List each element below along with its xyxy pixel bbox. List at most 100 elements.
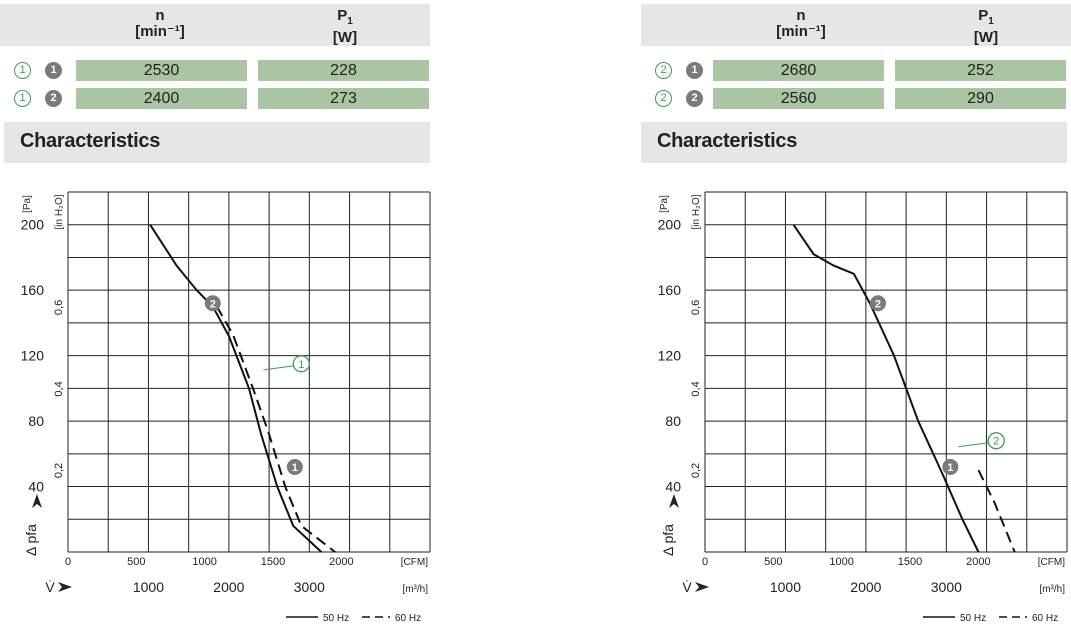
speed-power-header: n [min⁻¹] P1 [W] — [0, 4, 430, 46]
curve-outline-marker: 2 — [655, 62, 672, 79]
power-unit: [W] — [973, 29, 999, 46]
power-label: P1 — [926, 8, 1046, 30]
y-tick-label: 120 — [658, 348, 682, 364]
speed-unit: [min⁻¹] — [776, 23, 826, 40]
operating-point-marker — [204, 295, 221, 312]
speed-value: 2530 — [76, 60, 247, 81]
x-alt-tick-label: 1000 — [829, 556, 853, 568]
power-column-header: P1 [W] — [285, 8, 405, 46]
characteristics-section-bar: Characteristics — [641, 122, 1067, 163]
y-axis-arrow — [669, 494, 679, 508]
characteristic-curve-chart: 40 80 120 160 200 0,2 0,4 0,6 [Pa] [in H₂O] Δ pfa 0… — [21, 191, 431, 624]
speed-value: 2400 — [76, 88, 247, 109]
speed-column-header: n [min⁻¹] — [95, 8, 225, 40]
x-alt-tick-label: 500 — [127, 556, 145, 568]
y-tick-label: 40 — [28, 479, 44, 495]
x-unit-label: [m³/h] — [402, 584, 428, 595]
x-tick-label: 3000 — [931, 579, 962, 595]
curve-outline-marker — [987, 432, 1005, 450]
curve-outline-label: 1 — [298, 359, 304, 371]
x-alt-tick-label: 0 — [65, 556, 71, 568]
annotation-leader-line — [958, 442, 989, 448]
y-tick-label: 80 — [665, 413, 681, 429]
x-tick-label: 1000 — [133, 579, 164, 595]
x-alt-tick-label: 2000 — [329, 556, 353, 568]
y-tick-label: 80 — [28, 413, 44, 429]
x-tick-label: 3000 — [294, 579, 325, 595]
y-tick-label: 200 — [658, 217, 682, 233]
power-value: 228 — [258, 60, 429, 81]
series-line — [215, 306, 336, 553]
panel-left: n [min⁻¹] P1 [W] 1 1 2530 228 1 2 2400 2… — [0, 0, 431, 632]
curve-outline-marker — [292, 355, 310, 373]
operating-point-marker: 1 — [686, 62, 703, 79]
power-symbol: P — [337, 7, 348, 24]
x-axis-arrow — [695, 582, 709, 592]
speed-label: n — [155, 7, 165, 24]
operating-point-label: 2 — [875, 298, 881, 310]
row-label: 2 2 — [651, 89, 711, 109]
operating-point-marker: 2 — [686, 90, 703, 107]
row-label: 2 1 — [651, 61, 711, 81]
x-axis-label: V̇ — [45, 579, 55, 595]
power-value: 273 — [258, 88, 429, 109]
x-alt-tick-label: 1500 — [898, 556, 922, 568]
speed-power-header: n [min⁻¹] P1 [W] — [641, 4, 1071, 46]
x-alt-tick-label: 1500 — [261, 556, 285, 568]
speed-label: n — [796, 7, 806, 24]
y-alt-tick-label: 0,2 — [690, 463, 702, 478]
operating-point-marker — [869, 295, 886, 312]
speed-value: 2680 — [713, 60, 884, 81]
y-alt-unit-label: [in H₂O] — [54, 194, 65, 229]
power-unit: [W] — [332, 29, 358, 46]
operating-point-label: 1 — [292, 462, 298, 474]
y-alt-tick-label: 0,2 — [53, 463, 65, 478]
power-subscript: 1 — [347, 16, 353, 27]
y-tick-label: 40 — [665, 479, 681, 495]
power-label: P1 — [285, 8, 405, 30]
speed-column-header: n [min⁻¹] — [736, 8, 866, 40]
operating-point-marker — [942, 458, 959, 475]
grid — [67, 191, 431, 553]
series-line — [977, 469, 1016, 553]
operating-point-label: 2 — [210, 298, 216, 310]
panel-right: n [min⁻¹] P1 [W] 2 1 2680 252 2 2 2560 2… — [637, 0, 1071, 632]
row-label: 1 1 — [10, 61, 70, 81]
characteristics-section-bar: Characteristics — [4, 122, 430, 163]
y-alt-tick-label: 0,4 — [53, 381, 65, 396]
series-line — [792, 224, 980, 553]
row-label: 1 2 — [10, 89, 70, 109]
x-alt-unit-label: [CFM] — [1038, 557, 1065, 568]
y-alt-tick-label: 0,6 — [53, 300, 65, 315]
power-value: 290 — [895, 88, 1066, 109]
speed-unit: [min⁻¹] — [135, 23, 185, 40]
power-subscript: 1 — [988, 16, 994, 27]
x-alt-tick-label: 2000 — [966, 556, 990, 568]
x-unit-label: [m³/h] — [1039, 584, 1065, 595]
section-title: Characteristics — [657, 130, 798, 152]
power-value: 252 — [895, 60, 1066, 81]
operating-point-marker: 2 — [45, 90, 62, 107]
section-title: Characteristics — [20, 130, 161, 152]
operating-point-marker — [286, 458, 303, 475]
y-axis-label: Δ pfa — [660, 524, 676, 556]
curve-outline-marker: 1 — [14, 62, 31, 79]
legend-label: 50 Hz — [323, 613, 349, 624]
operating-point-label: 1 — [947, 462, 953, 474]
power-column-header: P1 [W] — [926, 8, 1046, 46]
speed-value: 2560 — [713, 88, 884, 109]
y-tick-label: 120 — [21, 348, 45, 364]
curve-outline-marker: 2 — [655, 90, 672, 107]
grid — [704, 191, 1068, 553]
legend-label: 60 Hz — [1032, 613, 1058, 624]
x-axis-arrow — [58, 582, 72, 592]
x-alt-tick-label: 0 — [702, 556, 708, 568]
x-axis-label: V̇ — [682, 579, 692, 595]
curve-outline-marker: 1 — [14, 90, 31, 107]
y-axis-arrow — [32, 494, 42, 508]
curve-outline-label: 2 — [993, 436, 999, 448]
series-line — [149, 224, 323, 553]
x-tick-label: 1000 — [770, 579, 801, 595]
power-symbol: P — [978, 7, 989, 24]
y-tick-label: 160 — [658, 282, 682, 298]
